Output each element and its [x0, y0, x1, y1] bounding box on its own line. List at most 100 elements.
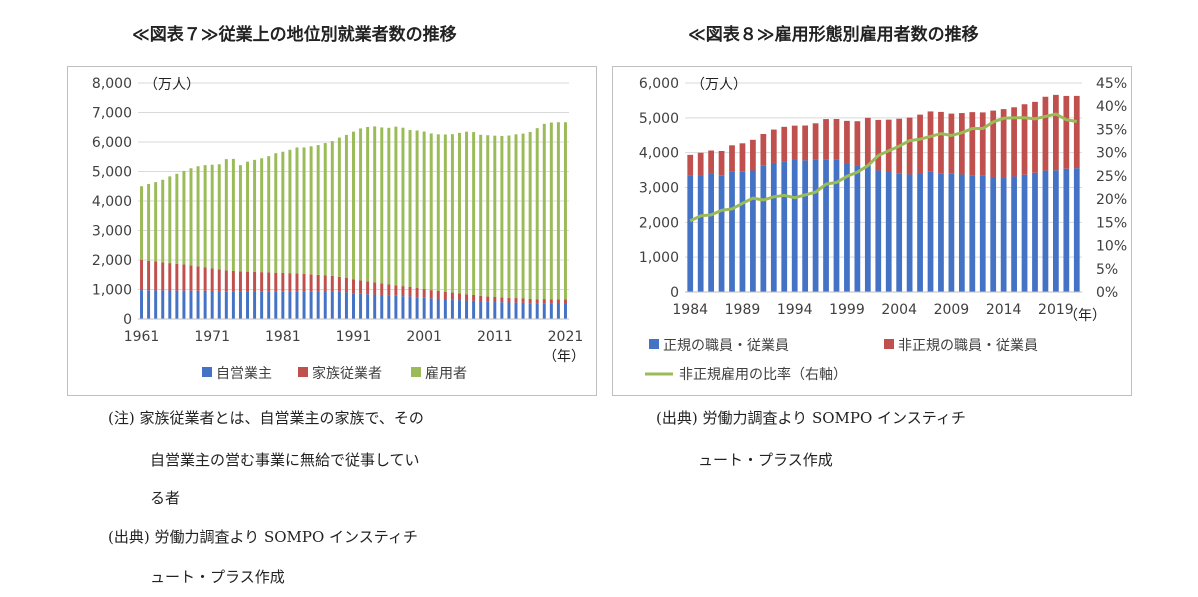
bar-0-2010 [958, 174, 965, 292]
bar-0-1972 [217, 291, 221, 319]
bar-1-1970 [203, 267, 207, 291]
bar-0-1974 [231, 291, 235, 319]
bar-0-1991 [352, 293, 355, 319]
bar-0-2021 [563, 303, 567, 319]
y2-tick-label: 5% [1096, 262, 1118, 278]
bar-0-1988 [729, 171, 735, 292]
bar-0-2011 [493, 302, 497, 319]
x-tick-label: 2009 [934, 302, 970, 318]
bar-1-1980 [274, 272, 278, 292]
bar-0-2001 [864, 165, 871, 292]
y2-tick-label: 45% [1096, 76, 1127, 92]
y2-tick-label: 20% [1096, 192, 1127, 208]
bar-2-1963 [154, 182, 158, 262]
x-tick-label: 1989 [725, 302, 761, 318]
bar-2-2013 [507, 135, 511, 298]
legend-swatch [884, 339, 894, 349]
bar-0-2007 [927, 171, 934, 292]
bar-1-2013 [507, 297, 511, 303]
left-chart-frame: 0 1,000 2,000 3,000 4,000 5,000 6,000 7,000 8,00… [67, 66, 597, 396]
bar-0-1993 [781, 161, 788, 292]
bar-2-1962 [147, 184, 151, 261]
bar-1-1997 [823, 119, 829, 160]
legend-swatch [411, 367, 421, 377]
bar-1-1983 [295, 273, 299, 292]
bar-2-1978 [260, 158, 264, 273]
bar-1-1982 [288, 273, 292, 292]
bar-1-1990 [750, 139, 756, 171]
bar-0-2012 [979, 175, 986, 292]
bar-0-2005 [450, 299, 454, 319]
bar-0-1987 [718, 175, 725, 292]
bar-1-2001 [864, 117, 871, 166]
bar-0-1986 [316, 291, 320, 319]
bar-2-1979 [267, 156, 271, 273]
bar-1-1977 [253, 271, 257, 292]
bar-0-1990 [750, 170, 756, 292]
y-tick-label: 2,000 [639, 215, 679, 231]
bar-2-2004 [443, 134, 447, 293]
bar-1-2009 [479, 295, 483, 302]
bar-1-2015 [521, 298, 525, 303]
bar-1-1987 [323, 275, 327, 292]
bar-1-1991 [760, 133, 767, 166]
bar-0-2021 [1073, 168, 1080, 292]
bar-1-1974 [231, 270, 235, 292]
right-chart-frame: 0 1,000 2,000 3,000 4,000 5,000 6,000 0% 5% 10% 15… [612, 66, 1132, 396]
bar-1-1962 [147, 260, 151, 291]
bar-2-1985 [309, 146, 313, 275]
bar-1-2007 [927, 111, 934, 172]
right-chart-title: ≪図表８≫雇用形態別雇用者数の推移 [688, 25, 979, 45]
bar-2-1995 [380, 127, 384, 284]
bar-0-1993 [366, 294, 370, 319]
bar-2-1993 [366, 126, 370, 282]
bar-0-1994 [373, 294, 377, 319]
bar-1-2018 [542, 299, 546, 304]
bar-0-1994 [791, 159, 798, 292]
y-tick-label: 0 [123, 312, 132, 328]
bar-2-1983 [295, 147, 299, 274]
bar-0-1986 [708, 173, 714, 292]
bar-2-2009 [479, 134, 483, 296]
bar-1-2019 [549, 299, 553, 304]
bar-1-2006 [457, 293, 461, 301]
bar-0-1999 [844, 163, 850, 292]
bar-2-1994 [373, 126, 377, 283]
legend-swatch [649, 339, 659, 349]
ratio-line [689, 112, 1078, 223]
bar-0-2014 [1000, 177, 1007, 292]
x-tick-label: 1994 [777, 302, 813, 318]
bar-0-2015 [521, 302, 525, 319]
y-tick-label: 1,000 [92, 283, 132, 299]
bar-0-1973 [224, 291, 228, 319]
x-tick-label: 2014 [986, 302, 1022, 318]
bar-1-1972 [217, 269, 221, 292]
bar-1-2003 [436, 290, 440, 299]
y-tick-label: 7,000 [92, 106, 132, 122]
bar-2-1965 [168, 176, 172, 264]
bar-1-2012 [500, 297, 504, 303]
bar-0-1991 [760, 165, 767, 292]
bar-1-1998 [833, 118, 840, 160]
bar-2-1966 [175, 173, 179, 264]
bar-1-1994 [373, 282, 377, 295]
y-tick-label: 2,000 [92, 253, 132, 269]
bar-1-1996 [387, 284, 391, 296]
bar-1-2010 [486, 296, 490, 302]
bar-2-1988 [330, 141, 334, 276]
left-chart: 0 1,000 2,000 3,000 4,000 5,000 6,000 7,000 8,00… [92, 76, 585, 382]
bar-0-2006 [457, 300, 461, 319]
bar-0-1989 [337, 291, 341, 319]
bar-1-1996 [812, 123, 819, 160]
bar-1-2008 [472, 294, 476, 301]
bar-2-1999 [408, 130, 412, 287]
bar-1-1988 [729, 145, 735, 172]
bar-1-1995 [802, 125, 809, 161]
x-tick-label: 2021 [548, 329, 584, 345]
bar-0-1978 [260, 291, 264, 319]
bar-1-1973 [224, 270, 228, 292]
bar-0-2018 [542, 303, 546, 319]
bar-0-2020 [1063, 168, 1070, 292]
bar-0-1964 [161, 290, 165, 319]
bar-0-1995 [380, 294, 384, 319]
